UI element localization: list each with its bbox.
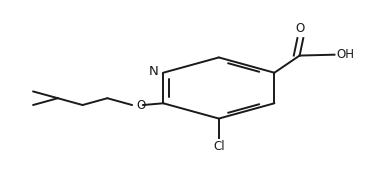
Text: N: N xyxy=(149,65,159,78)
Text: O: O xyxy=(136,99,145,112)
Text: O: O xyxy=(296,23,305,36)
Text: OH: OH xyxy=(336,48,354,61)
Text: Cl: Cl xyxy=(213,140,224,153)
